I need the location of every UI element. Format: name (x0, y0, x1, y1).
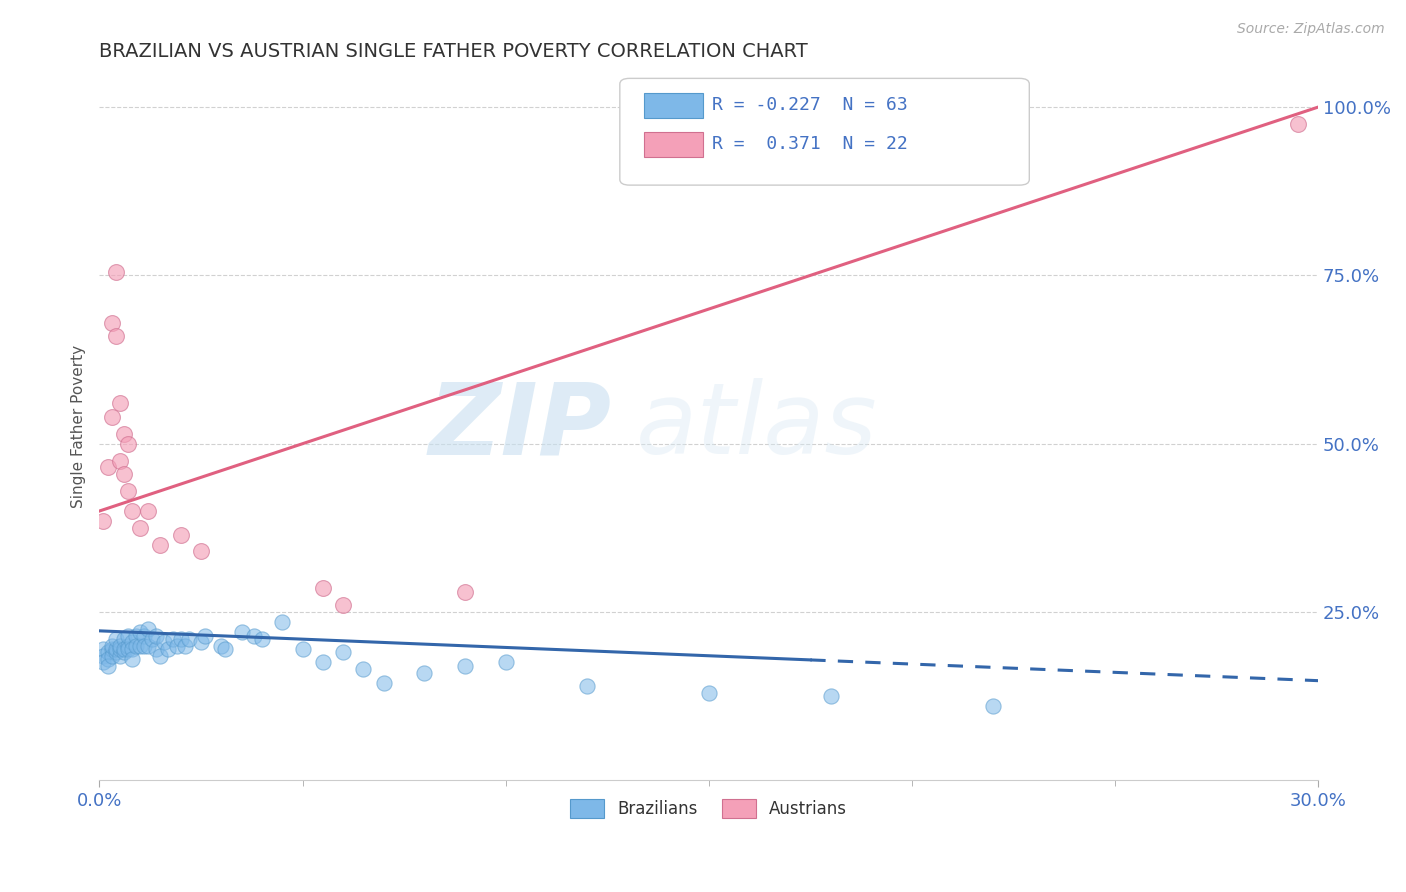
Point (166, 639, 188, 653)
Point (332, 599, 354, 613)
Point (495, 656, 517, 670)
Point (231, 625, 253, 640)
Point (173, 639, 195, 653)
Point (157, 642, 180, 657)
Point (104, 642, 127, 657)
Point (108, 642, 131, 657)
Point (117, 483, 139, 498)
Point (117, 642, 139, 657)
Point (93, 648, 115, 663)
Point (125, 639, 148, 653)
Point (104, 265, 127, 279)
Point (121, 642, 143, 657)
Point (104, 645, 127, 659)
Point (129, 639, 152, 653)
Point (108, 396, 131, 410)
Point (332, 645, 354, 659)
Point (112, 426, 135, 441)
Point (149, 648, 172, 663)
Point (97, 460, 120, 475)
Text: atlas: atlas (636, 378, 877, 475)
Point (104, 329, 127, 343)
Point (100, 648, 122, 663)
Point (129, 521, 152, 535)
Text: R = -0.227  N = 63: R = -0.227 N = 63 (713, 96, 908, 114)
Point (121, 635, 143, 649)
Point (134, 639, 156, 653)
Point (121, 504, 143, 518)
Point (209, 639, 232, 653)
Point (243, 629, 266, 643)
Y-axis label: Single Father Poverty: Single Father Poverty (72, 345, 86, 508)
Point (250, 632, 273, 646)
Point (93, 514, 115, 528)
Point (108, 453, 131, 467)
Point (291, 642, 314, 657)
Text: R =  0.371  N = 22: R = 0.371 N = 22 (713, 135, 908, 153)
Point (134, 629, 156, 643)
Point (136, 622, 159, 636)
Point (153, 635, 176, 649)
Point (194, 629, 217, 643)
Point (575, 679, 598, 693)
Point (697, 686, 720, 700)
Point (117, 639, 139, 653)
Text: Source: ZipAtlas.com: Source: ZipAtlas.com (1237, 22, 1385, 37)
Point (454, 584, 477, 599)
Point (136, 504, 159, 518)
Point (129, 625, 152, 640)
FancyBboxPatch shape (644, 94, 703, 118)
Point (413, 665, 436, 680)
Point (100, 316, 122, 330)
Point (1286, 117, 1309, 131)
FancyBboxPatch shape (620, 78, 1029, 186)
Point (170, 632, 193, 646)
Point (97, 652, 120, 666)
FancyBboxPatch shape (644, 132, 703, 157)
Point (108, 639, 131, 653)
Text: BRAZILIAN VS AUSTRIAN SINGLE FATHER POVERTY CORRELATION CHART: BRAZILIAN VS AUSTRIAN SINGLE FATHER POVE… (100, 42, 808, 61)
Point (190, 544, 212, 558)
Point (214, 642, 236, 657)
Text: ZIP: ZIP (429, 378, 612, 475)
Point (145, 642, 167, 657)
Legend: Brazilians, Austrians: Brazilians, Austrians (564, 792, 853, 825)
Point (136, 639, 159, 653)
Point (312, 582, 335, 596)
Point (170, 527, 193, 541)
Point (100, 409, 122, 424)
Point (117, 629, 139, 643)
Point (97, 658, 120, 673)
Point (373, 675, 395, 690)
Point (104, 632, 127, 646)
Point (145, 629, 167, 643)
Point (820, 689, 842, 703)
Point (177, 632, 200, 646)
Point (100, 639, 122, 653)
Point (112, 642, 135, 657)
Point (353, 662, 375, 676)
Point (981, 699, 1004, 714)
Point (117, 436, 139, 450)
Point (100, 642, 122, 657)
Point (312, 656, 335, 670)
Point (108, 648, 131, 663)
Point (121, 652, 143, 666)
Point (112, 632, 135, 646)
Point (162, 632, 184, 646)
Point (190, 635, 212, 649)
Point (149, 538, 172, 552)
Point (454, 658, 477, 673)
Point (93, 656, 115, 670)
Point (271, 615, 294, 629)
Point (125, 629, 148, 643)
Point (112, 467, 135, 481)
Point (112, 645, 135, 659)
Point (97, 645, 120, 659)
Point (93, 642, 115, 657)
Point (141, 632, 163, 646)
